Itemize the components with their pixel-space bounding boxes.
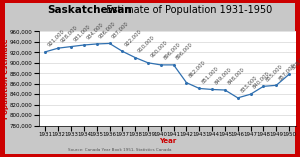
Text: 921,000: 921,000 [47,29,66,48]
Text: 855,000: 855,000 [265,63,284,82]
Text: 900,000: 900,000 [149,40,168,59]
Text: 848,000: 848,000 [226,67,245,86]
Text: 851,000: 851,000 [201,65,220,84]
Text: 936,000: 936,000 [98,21,117,40]
Text: 849,000: 849,000 [214,66,232,85]
Text: 896,000: 896,000 [162,42,181,61]
Text: Source: Canada Year Book 1951, Statistics Canada: Source: Canada Year Book 1951, Statistic… [68,148,172,152]
Text: 937,000: 937,000 [111,20,130,39]
Text: 922,000: 922,000 [124,28,143,47]
Text: 934,000: 934,000 [85,22,104,41]
Text: 896,000: 896,000 [175,42,194,61]
Text: 931,000: 931,000 [73,24,92,42]
Text: 833,000: 833,000 [239,75,258,94]
Text: Estimate of Population 1931-1950: Estimate of Population 1931-1950 [100,5,272,16]
Text: Saskatchewan: Saskatchewan [48,5,132,16]
Text: 862,000: 862,000 [188,60,207,78]
Text: 840,000: 840,000 [252,71,271,90]
Text: 878,000: 878,000 [290,51,300,70]
Text: 857,000: 857,000 [278,62,297,81]
Text: 910,000: 910,000 [136,34,156,53]
Text: 928,000: 928,000 [60,25,79,44]
X-axis label: Year: Year [159,138,176,144]
Y-axis label: Population estimate: Population estimate [3,38,9,119]
